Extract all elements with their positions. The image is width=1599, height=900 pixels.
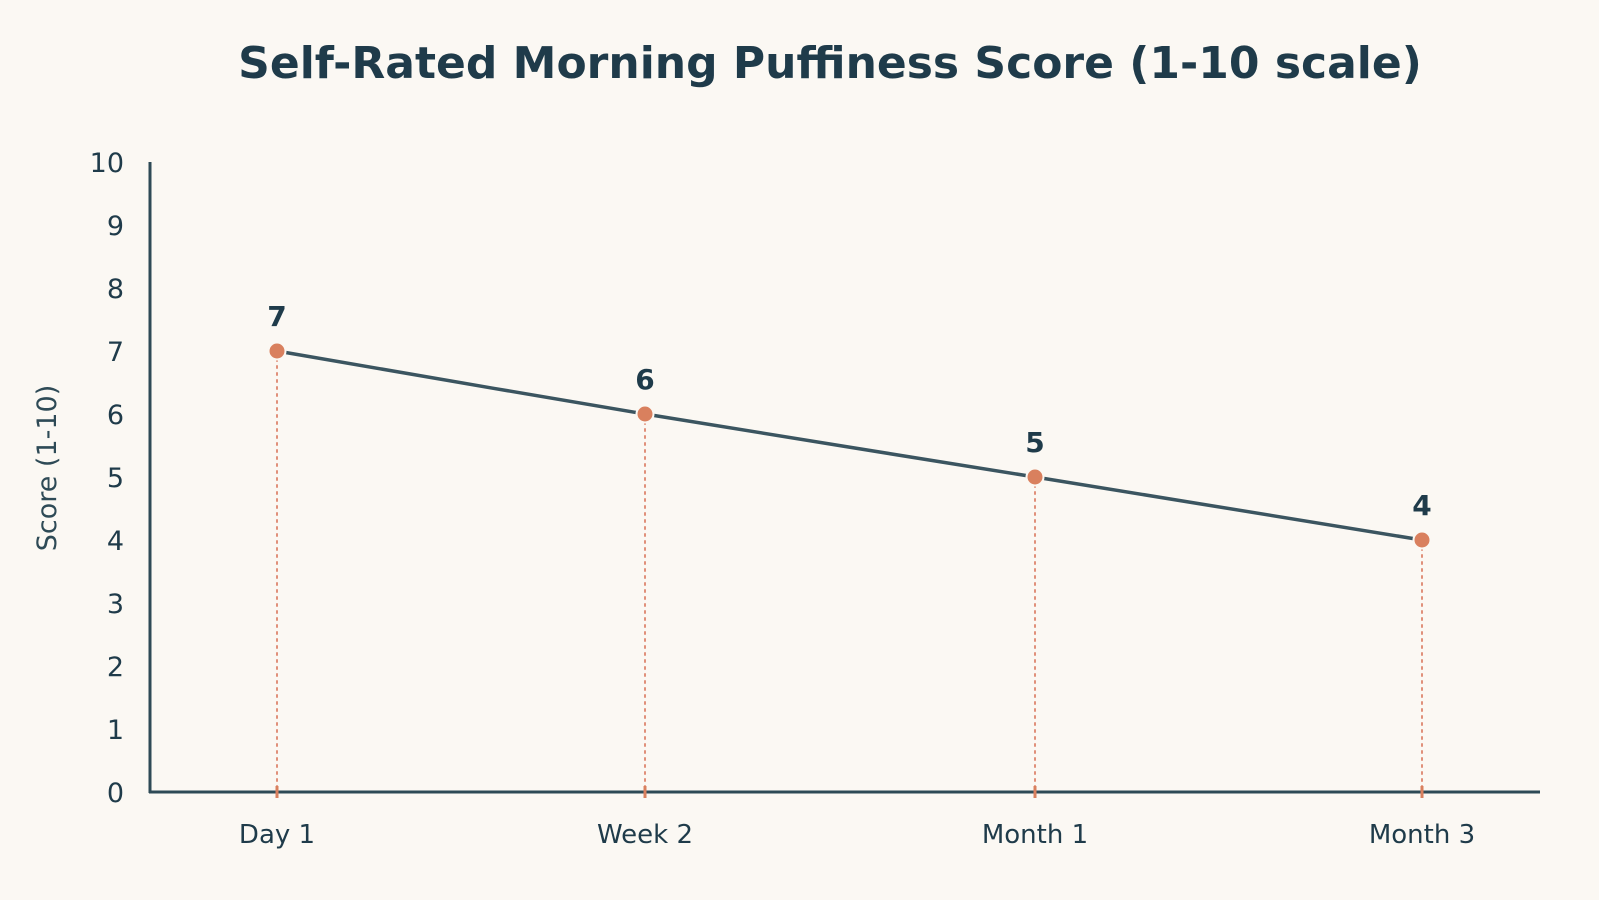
data-point (1412, 530, 1432, 550)
data-labels: 7 6 5 4 (267, 300, 1431, 522)
data-label: 6 (635, 363, 654, 396)
y-axis-ticks: 0 1 2 3 4 5 6 7 8 9 10 (90, 148, 124, 809)
guide-lines (276, 358, 1423, 789)
x-tick-label: Month 1 (982, 820, 1088, 850)
y-tick-label: 3 (107, 589, 124, 620)
data-label: 5 (1025, 426, 1044, 459)
y-tick-label: 4 (107, 526, 124, 557)
chart-title: Self-Rated Morning Puffiness Score (1-10… (238, 38, 1422, 89)
series-line (275, 349, 1424, 542)
y-tick-label: 5 (107, 463, 124, 494)
data-points (267, 341, 1432, 550)
y-axis-title: Score (1-10) (32, 385, 63, 552)
x-axis-ticks: Day 1 Week 2 Month 1 Month 3 (239, 786, 1475, 850)
axes (148, 162, 1540, 794)
data-point (635, 404, 655, 424)
y-tick-label: 7 (107, 337, 124, 368)
y-tick-label: 2 (107, 652, 124, 683)
data-label: 7 (267, 300, 286, 333)
y-tick-label: 0 (107, 778, 124, 809)
x-tick-label: Month 3 (1369, 820, 1475, 850)
y-tick-label: 10 (90, 148, 124, 179)
series-line-group (275, 349, 1424, 542)
y-tick-label: 1 (107, 715, 124, 746)
x-tick-label: Week 2 (597, 820, 693, 850)
data-point (1025, 467, 1045, 487)
y-tick-label: 8 (107, 274, 124, 305)
y-tick-label: 9 (107, 211, 124, 242)
data-point (267, 341, 287, 361)
data-label: 4 (1412, 489, 1431, 522)
x-tick-label: Day 1 (239, 820, 315, 850)
y-tick-label: 6 (107, 400, 124, 431)
